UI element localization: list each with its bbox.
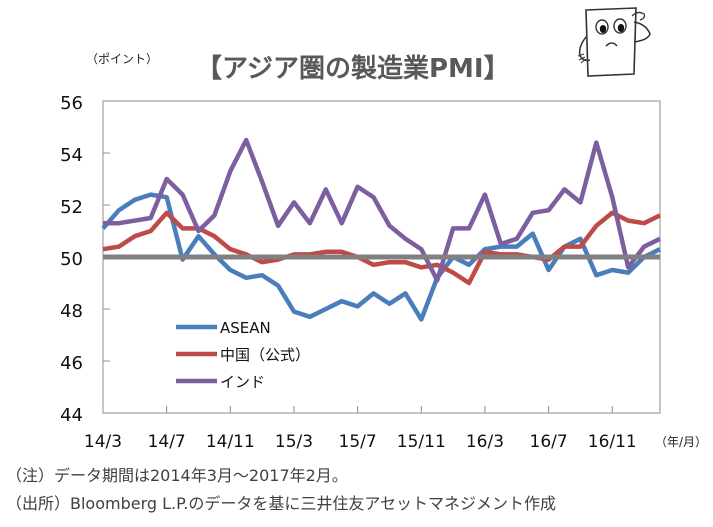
legend-label: ASEAN xyxy=(220,319,271,337)
legend: ASEAN 中国（公式） インド xyxy=(176,319,310,391)
x-tick-label: 16/7 xyxy=(530,432,568,452)
x-tick-label: 14/11 xyxy=(206,432,255,452)
note-data-period: （注）データ期間は2014年3月～2017年2月。 xyxy=(6,466,348,485)
y-axis-unit-label: （ポイント） xyxy=(86,52,159,66)
x-tick-label: 15/11 xyxy=(397,432,446,452)
y-tick-label: 50 xyxy=(60,249,83,270)
x-tick-label: 14/7 xyxy=(148,432,186,452)
y-tick-label: 44 xyxy=(60,405,83,426)
x-tick-label: 15/7 xyxy=(339,432,377,452)
series-line-china xyxy=(102,210,661,286)
worried-document-character-icon xyxy=(577,7,651,77)
y-tick-label: 56 xyxy=(60,93,83,114)
x-axis-unit-label: （年/月） xyxy=(655,435,707,449)
series-line-india xyxy=(103,137,661,283)
x-tick-label: 14/3 xyxy=(84,432,122,452)
legend-label: 中国（公式） xyxy=(220,346,310,364)
x-tick-label: 16/3 xyxy=(466,432,504,452)
y-tick-label: 48 xyxy=(60,301,83,322)
y-tick-label: 46 xyxy=(60,353,83,374)
note-source: （出所）Bloomberg L.P.のデータを基に三井住友アセットマネジメント作… xyxy=(6,494,557,513)
chart-title: 【アジア圏の製造業PMI】 xyxy=(196,54,510,84)
legend-label: インド xyxy=(220,373,265,391)
y-tick-label: 52 xyxy=(60,197,83,218)
y-tick-label: 54 xyxy=(60,145,83,166)
x-tick-label: 16/11 xyxy=(588,432,637,452)
x-tick-label: 15/3 xyxy=(275,432,313,452)
